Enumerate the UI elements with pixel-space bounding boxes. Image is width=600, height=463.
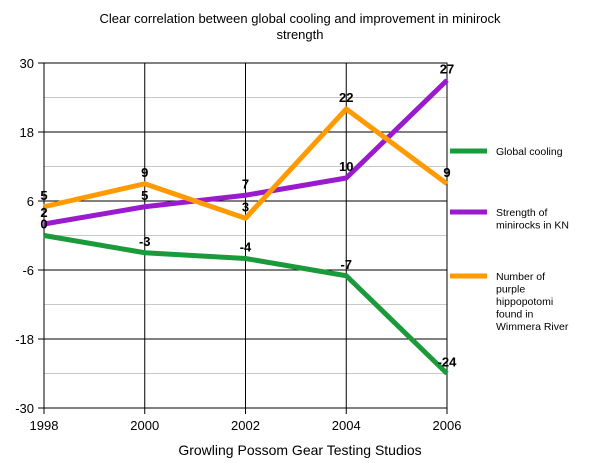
data-label: 9 (443, 165, 450, 180)
chart-title-line-2: strength (277, 27, 324, 42)
y-tick-label: -6 (22, 263, 34, 278)
chart-title-line-1: Clear correlation between global cooling… (99, 11, 501, 26)
y-tick-label: 18 (20, 125, 34, 140)
data-label: 0 (40, 217, 47, 232)
data-label: -3 (139, 234, 151, 249)
x-tick-label: 2004 (332, 418, 361, 433)
legend-label-line: found in (496, 309, 534, 321)
x-tick-label: 2006 (433, 418, 462, 433)
x-tick-label: 2002 (231, 418, 260, 433)
legend-label-line: purple (496, 284, 525, 296)
legend-label-line: Strength of (496, 207, 547, 219)
y-tick-label: -30 (15, 401, 34, 416)
legend: Global cooling Strength of minirocks in KN… (450, 146, 569, 333)
data-label: -4 (240, 240, 252, 255)
x-tick-label: 2000 (130, 418, 159, 433)
data-label: 3 (242, 199, 249, 214)
x-tick-label: 1998 (30, 418, 59, 433)
legend-label-line: minirocks in KN (496, 220, 569, 232)
data-label: 9 (141, 165, 148, 180)
gridlines (43, 62, 448, 409)
legend-label-2: Strength of minirocks in KN (496, 207, 569, 232)
data-label: 5 (40, 188, 47, 203)
y-tick-label: 6 (27, 194, 34, 209)
y-tick-label: 30 (20, 56, 34, 71)
legend-label-3: Number of purple hippopotomi found in Wimmer… (496, 271, 569, 333)
data-label: 7 (242, 176, 249, 191)
series-line-1 (43, 233, 449, 376)
data-label: -24 (438, 355, 458, 370)
x-axis-ticks: 1998 2000 2002 2004 2006 (30, 408, 462, 433)
data-label: 2 (40, 205, 47, 220)
series-line-2 (43, 78, 449, 227)
legend-label-1: Global cooling (496, 146, 563, 158)
legend-label-line: Wimmera River (496, 321, 569, 333)
y-axis-ticks: 30 18 6 -6 -18 -30 (15, 56, 44, 416)
y-tick-label: -18 (15, 332, 34, 347)
data-label: 10 (339, 159, 353, 174)
legend-label-line: Global cooling (496, 146, 563, 158)
data-labels: 0 -3 -4 -7 -24 2 5 7 10 27 5 9 3 22 9 (40, 61, 457, 369)
series-line-3 (43, 106, 449, 221)
x-axis-label: Growling Possom Gear Testing Studios (178, 442, 421, 458)
data-label: 22 (339, 90, 353, 105)
data-label: 5 (141, 188, 148, 203)
series-lines (43, 78, 449, 376)
data-label: 27 (440, 61, 454, 76)
legend-label-line: hippopotomi (496, 296, 553, 308)
legend-label-line: Number of (496, 271, 545, 283)
data-label: -7 (340, 257, 352, 272)
